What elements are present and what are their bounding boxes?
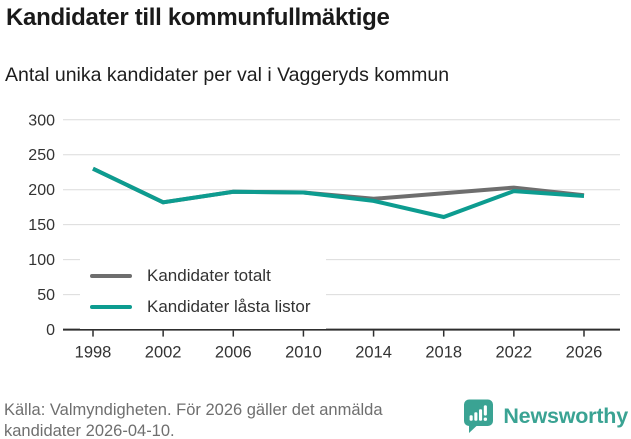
- x-tick-label: 2022: [495, 344, 532, 362]
- newsworthy-wordmark: Newsworthy: [503, 404, 628, 428]
- legend-swatch-total: [90, 274, 132, 278]
- chart-title: Kandidater till kommunfullmäktige: [6, 4, 390, 31]
- x-tick-label: 2010: [285, 344, 322, 362]
- x-tick-label: 2002: [145, 344, 182, 362]
- x-tick-label: 2006: [215, 344, 252, 362]
- chart-subtitle: Antal unika kandidater per val i Vaggery…: [5, 64, 450, 86]
- footer: Källa: Valmyndigheten. För 2026 gäller d…: [0, 396, 631, 439]
- legend-label-total: Kandidater totalt: [147, 266, 271, 285]
- legend-item-locked-lists: Kandidater låsta listor: [90, 297, 310, 317]
- y-tick-label: 50: [37, 287, 55, 304]
- series-line-1: [92, 166, 585, 220]
- chart-area: 0 50 100 150 200 250 300 1998 2002 2006 2010 2014 20…: [0, 105, 631, 370]
- newsworthy-logo-icon: [464, 399, 494, 433]
- legend: Kandidater totalt Kandidater låsta listo…: [80, 256, 327, 329]
- legend-item-total: Kandidater totalt: [90, 266, 310, 286]
- x-tick-label: 1998: [75, 344, 112, 362]
- y-tick-label: 150: [28, 217, 55, 234]
- y-tick-label: 200: [28, 182, 55, 199]
- legend-label-locked-lists: Kandidater låsta listor: [147, 297, 311, 316]
- source-note: Källa: Valmyndigheten. För 2026 gäller d…: [4, 401, 383, 439]
- x-tick-label: 2014: [355, 344, 392, 362]
- x-tick-label: 2018: [425, 344, 462, 362]
- y-tick-label: 100: [28, 252, 55, 269]
- chart-canvas: 0 50 100 150 200 250 300 1998 2002 2006 2010 2014 20…: [28, 112, 620, 362]
- y-tick-label: 0: [46, 322, 55, 339]
- y-tick-label: 300: [28, 112, 55, 129]
- y-tick-label: 250: [28, 147, 55, 164]
- legend-swatch-locked-lists: [90, 305, 132, 309]
- x-tick-label: 2026: [566, 344, 603, 362]
- newsworthy-brand: Newsworthy: [463, 399, 628, 434]
